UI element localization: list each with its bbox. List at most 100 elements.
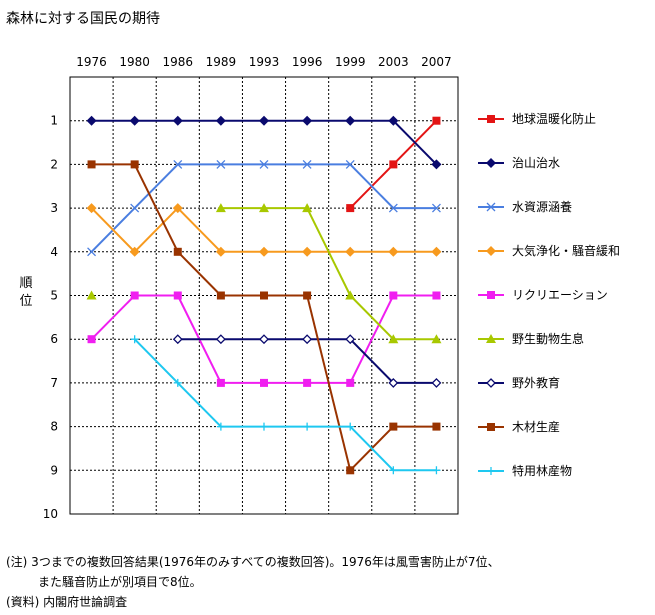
legend-item-8: 木材生産 <box>478 419 560 434</box>
x-tick-label: 1999 <box>335 55 366 69</box>
x-tick-label: 2007 <box>421 55 452 69</box>
legend-label: 大気浄化・騒音緩和 <box>512 243 620 258</box>
data-point <box>431 159 442 170</box>
legend-label: 野外教育 <box>512 375 560 390</box>
data-point <box>432 291 441 300</box>
data-point <box>130 203 140 213</box>
data-point <box>431 203 441 213</box>
data-point <box>302 203 313 213</box>
data-point <box>87 335 96 344</box>
y-tick-label: 6 <box>50 332 58 346</box>
y-tick-label: 1 <box>50 114 58 128</box>
series-line-segment <box>90 207 136 253</box>
data-point <box>130 335 139 344</box>
legend-label: 木材生産 <box>512 419 560 434</box>
y-tick-label: 3 <box>50 201 58 215</box>
series-line-segment <box>177 251 222 297</box>
data-point <box>345 334 356 345</box>
data-point <box>431 246 442 257</box>
legend-label: 水資源涵養 <box>512 199 572 214</box>
series-line-segment <box>177 207 222 253</box>
data-point <box>130 291 139 300</box>
legend-marker <box>487 115 495 123</box>
series-line-segment <box>133 338 179 384</box>
data-point <box>86 115 97 126</box>
y-tick-label: 10 <box>43 507 58 521</box>
data-point <box>216 291 225 300</box>
legend-marker <box>487 467 495 475</box>
series-line-segment <box>133 163 179 253</box>
data-point <box>259 334 269 345</box>
y-tick-label: 2 <box>50 157 58 171</box>
legend-item-1: 地球温暖化防止 <box>478 111 596 126</box>
series-9 <box>130 335 441 475</box>
series-line-segment <box>90 294 136 340</box>
data-point <box>388 334 399 344</box>
x-tick-label: 1993 <box>249 55 280 69</box>
legend-label: リクリエーション <box>512 288 608 302</box>
legend-label: 地球温暖化防止 <box>512 111 596 126</box>
data-point <box>216 159 226 169</box>
legend-marker <box>486 378 496 388</box>
legend-item-3: 水資源涵養 <box>478 199 572 214</box>
data-point <box>173 378 182 387</box>
legend-marker <box>487 291 495 299</box>
legend-label: 野生動物生息 <box>512 331 584 346</box>
y-axis-label: 順 <box>19 276 32 291</box>
data-point <box>345 246 356 257</box>
data-point <box>303 422 312 431</box>
data-point <box>389 466 398 475</box>
legend-item-2: 治山治水 <box>478 156 560 170</box>
data-point <box>432 466 441 475</box>
data-point <box>388 115 399 126</box>
data-point <box>431 334 442 344</box>
data-point <box>432 116 441 125</box>
data-point <box>129 246 140 257</box>
data-point <box>215 334 226 345</box>
legend-label: 特用林産物 <box>512 463 572 478</box>
data-point <box>346 466 355 475</box>
data-point <box>215 203 226 213</box>
data-point <box>86 203 97 214</box>
legend-marker <box>486 246 496 256</box>
data-point <box>302 246 313 257</box>
legend-item-7: 野外教育 <box>478 375 560 390</box>
data-point <box>173 247 182 256</box>
legend-item-4: 大気浄化・騒音緩和 <box>478 243 620 258</box>
data-point <box>260 378 268 387</box>
footnote-line-1: (注) 3つまでの複数回答結果(1976年のみすべての複数回答)。1976年は風… <box>6 555 500 569</box>
series-3 <box>87 159 441 257</box>
data-point <box>173 291 182 300</box>
series-line-segment <box>349 425 395 472</box>
series-line-segment <box>306 207 352 296</box>
series-line-segment <box>133 163 179 209</box>
legend-marker <box>486 334 496 343</box>
series-line-segment <box>349 295 395 384</box>
series-line-segment <box>306 295 352 471</box>
data-point <box>86 290 97 300</box>
data-point <box>388 246 399 257</box>
series-line-segment <box>349 294 395 340</box>
chart-title: 森林に対する国民の期待 <box>6 11 160 27</box>
data-point <box>215 246 226 257</box>
data-point <box>346 422 355 431</box>
y-tick-label: 8 <box>50 420 58 434</box>
data-point <box>216 422 225 431</box>
data-point <box>389 160 398 169</box>
footnote-line-2: また騒音防止が別項目で8位。 <box>38 575 202 589</box>
y-tick-label: 7 <box>50 376 58 390</box>
series-2 <box>86 115 442 170</box>
x-tick-label: 1989 <box>206 55 237 69</box>
data-point <box>215 115 226 126</box>
data-point <box>87 247 97 257</box>
data-point <box>259 203 269 213</box>
y-tick-label: 4 <box>50 245 58 259</box>
series-6 <box>86 203 442 344</box>
data-point <box>302 115 313 126</box>
data-point <box>345 115 356 126</box>
legend-label: 治山治水 <box>512 156 560 170</box>
data-point <box>216 378 225 387</box>
data-point <box>259 246 269 257</box>
data-point <box>260 291 268 300</box>
